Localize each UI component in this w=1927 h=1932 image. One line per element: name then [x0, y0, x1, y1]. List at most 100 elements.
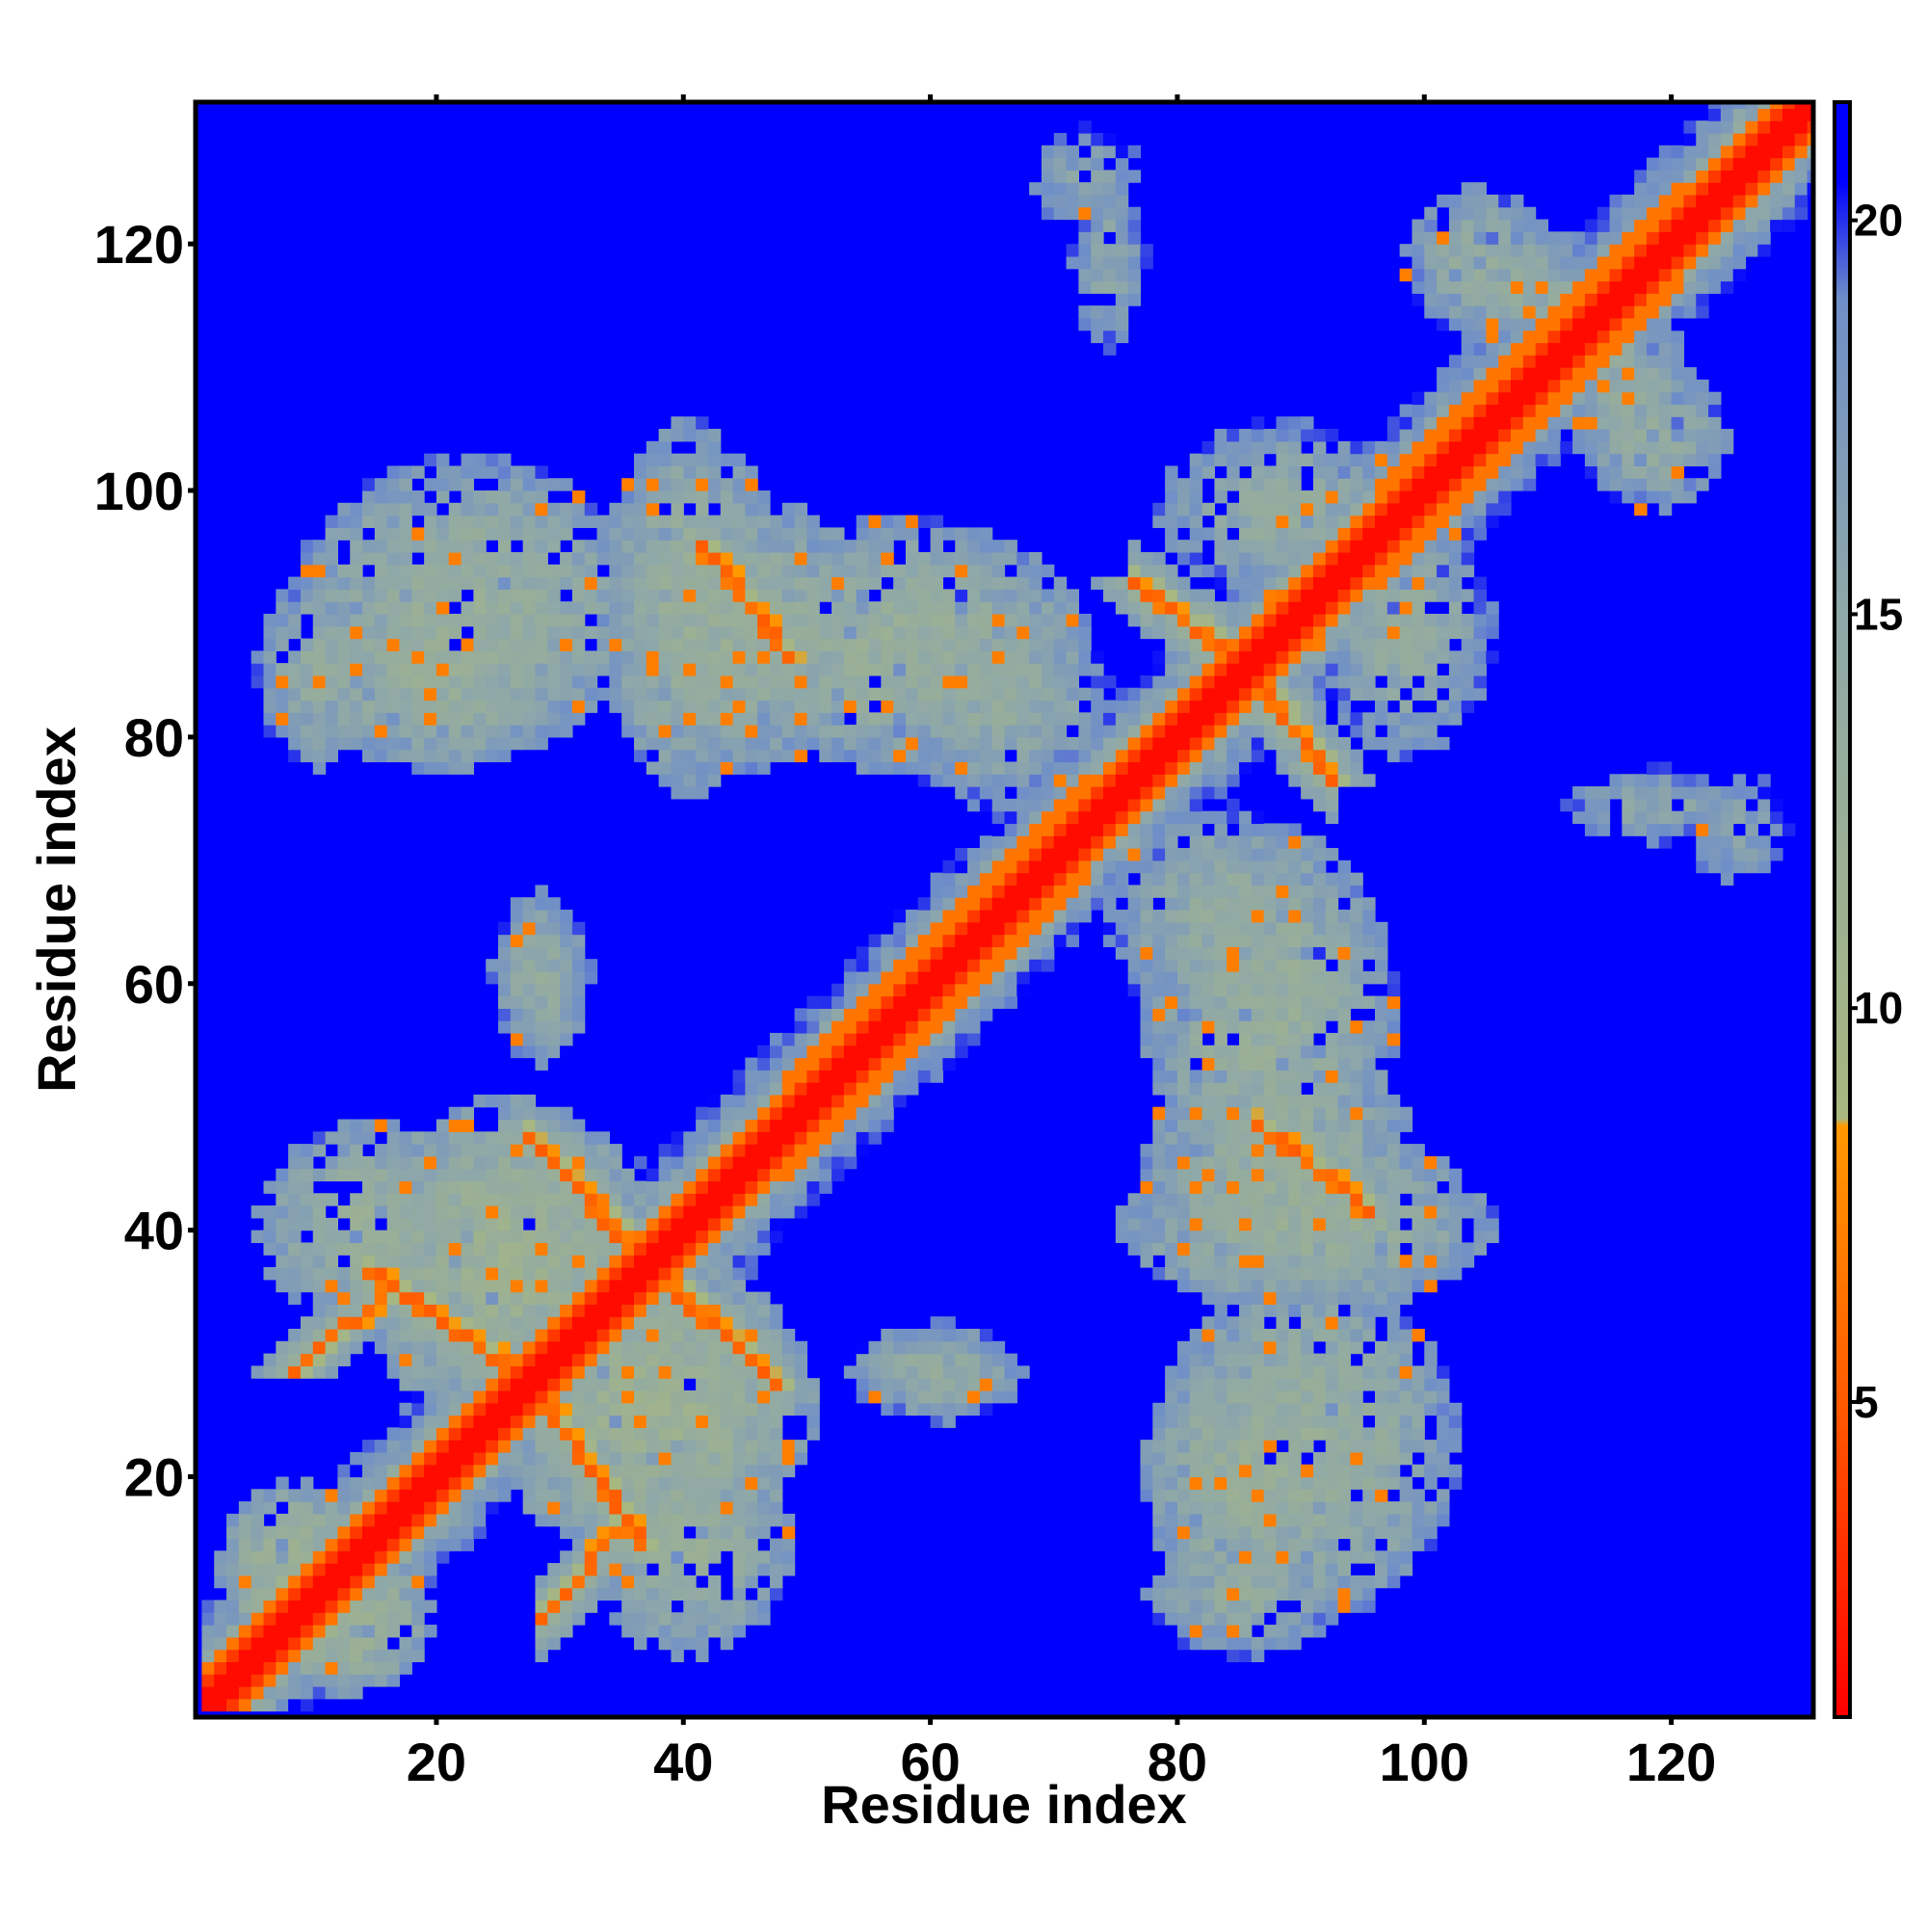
heatmap-cell — [732, 1600, 746, 1613]
heatmap-cell — [522, 478, 537, 491]
heatmap-cell — [337, 1538, 351, 1551]
heatmap-cell — [781, 540, 796, 553]
heatmap-cell — [1004, 540, 1017, 553]
heatmap-cell — [1152, 1205, 1166, 1219]
heatmap-cell — [1140, 910, 1153, 923]
heatmap-cell — [436, 675, 450, 689]
heatmap-cell — [560, 1451, 573, 1466]
heatmap-cell — [312, 1625, 327, 1638]
heatmap-cell — [732, 1255, 746, 1268]
heatmap-cell — [1251, 1082, 1265, 1096]
heatmap-cell — [930, 921, 944, 936]
heatmap-cell — [1189, 700, 1203, 713]
heatmap-cell — [1201, 1008, 1215, 1021]
heatmap-cell — [621, 1353, 635, 1366]
heatmap-cell — [1227, 663, 1240, 676]
heatmap-cell — [769, 1082, 783, 1096]
heatmap-cell — [769, 540, 783, 553]
heatmap-cell — [337, 1168, 351, 1182]
heatmap-cell — [1189, 761, 1203, 775]
heatmap-cell — [757, 564, 771, 578]
heatmap-cell — [535, 1600, 548, 1613]
heatmap-cell — [584, 601, 598, 615]
heatmap-cell — [955, 1032, 968, 1046]
heatmap-cell — [1276, 946, 1289, 960]
heatmap-cell — [1103, 774, 1117, 787]
heatmap-cell — [794, 1045, 808, 1059]
heatmap-cell — [720, 1501, 734, 1515]
heatmap-cell — [374, 712, 388, 726]
heatmap-cell — [917, 515, 932, 528]
heatmap-cell — [386, 1501, 401, 1515]
heatmap-cell — [745, 1180, 758, 1194]
heatmap-cell — [1201, 959, 1215, 972]
heatmap-cell — [350, 1328, 363, 1342]
heatmap-cell — [1276, 1550, 1289, 1564]
heatmap-cell — [917, 1057, 932, 1071]
heatmap-cell — [1201, 1045, 1215, 1059]
heatmap-cell — [794, 675, 808, 689]
heatmap-cell — [609, 1168, 622, 1182]
heatmap-cell — [720, 625, 734, 640]
heatmap-cell — [1227, 453, 1240, 467]
heatmap-cell — [769, 1464, 783, 1478]
heatmap-cell — [1078, 663, 1092, 676]
heatmap-cell — [1288, 1032, 1302, 1046]
heatmap-cell — [955, 786, 968, 800]
heatmap-cell — [967, 601, 981, 615]
heatmap-cell — [1263, 725, 1278, 738]
heatmap-cell — [584, 687, 598, 701]
heatmap-cell — [781, 601, 796, 615]
heatmap-cell — [1165, 872, 1178, 887]
heatmap-cell — [1288, 860, 1302, 874]
heatmap-cell — [658, 1168, 673, 1182]
heatmap-cell — [696, 1131, 709, 1145]
heatmap-cell — [781, 1464, 796, 1478]
heatmap-cell — [1214, 1057, 1227, 1071]
heatmap-cell — [1165, 1255, 1178, 1268]
heatmap-cell — [955, 638, 968, 651]
heatmap-cell — [1239, 589, 1253, 602]
heatmap-cell — [362, 490, 376, 504]
heatmap-cell — [238, 1661, 252, 1675]
heatmap-cell — [819, 1020, 832, 1034]
heatmap-cell — [386, 650, 401, 664]
heatmap-cell — [905, 515, 919, 528]
heatmap-cell — [1016, 921, 1030, 936]
heatmap-cell — [621, 1291, 635, 1305]
heatmap-cell — [1189, 1402, 1203, 1416]
heatmap-cell — [1176, 1525, 1191, 1540]
heatmap-cell — [325, 1316, 338, 1330]
heatmap-cell — [1189, 921, 1203, 936]
heatmap-cell — [251, 1525, 265, 1540]
heatmap-cell — [362, 1155, 376, 1170]
heatmap-cell — [448, 749, 462, 763]
heatmap-cell — [1251, 885, 1265, 898]
heatmap-cell — [498, 1464, 512, 1478]
heatmap-cell — [1189, 1094, 1203, 1108]
heatmap-cell — [967, 527, 981, 541]
heatmap-cell — [1165, 774, 1178, 787]
heatmap-cell — [436, 1168, 450, 1182]
heatmap-cell — [905, 959, 919, 972]
heatmap-cell — [596, 1193, 610, 1206]
heatmap-cell — [325, 1365, 338, 1379]
heatmap-cell — [658, 1279, 673, 1293]
heatmap-cell — [868, 1340, 882, 1355]
heatmap-cell — [436, 564, 450, 578]
heatmap-cell — [571, 1427, 586, 1441]
heatmap-cell — [596, 1180, 610, 1194]
heatmap-cell — [263, 1674, 277, 1687]
heatmap-cell — [1016, 959, 1030, 972]
heatmap-cell — [1214, 650, 1227, 664]
heatmap-cell — [436, 1340, 450, 1355]
heatmap-cell — [399, 1464, 412, 1478]
heatmap-cell — [1276, 1427, 1289, 1441]
heatmap-cell — [1165, 970, 1178, 985]
heatmap-cell — [498, 995, 512, 1009]
heatmap-cell — [547, 700, 561, 713]
heatmap-cell — [1152, 601, 1166, 615]
heatmap-cell — [671, 1427, 684, 1441]
heatmap-cell — [1053, 132, 1068, 146]
heatmap-cell — [991, 700, 1006, 713]
